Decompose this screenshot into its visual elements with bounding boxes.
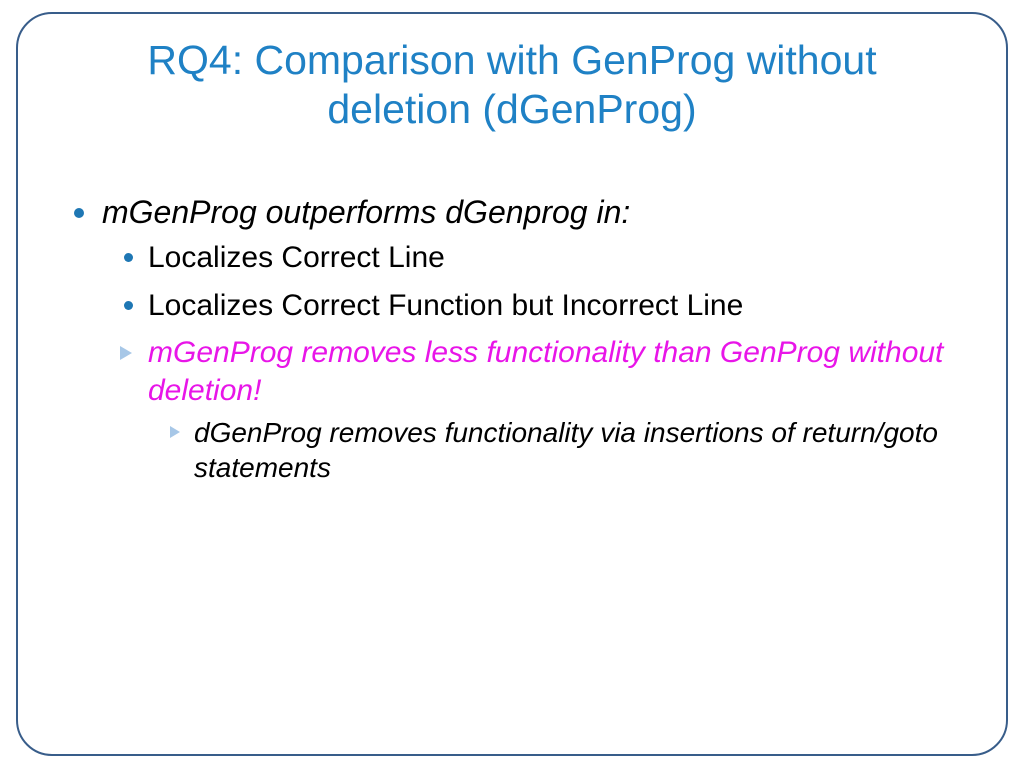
lvl1-item: mGenProg outperforms dGenprog in: Locali…: [68, 194, 966, 485]
lvl2-item: Localizes Correct Line: [120, 239, 966, 277]
lvl3-text: dGenProg removes functionality via inser…: [194, 417, 938, 483]
bullet-list-lvl1: mGenProg outperforms dGenprog in: Locali…: [68, 194, 966, 485]
lvl2-text: Localizes Correct Line: [148, 241, 445, 274]
bullet-list-lvl2: Localizes Correct Line Localizes Correct…: [120, 239, 966, 485]
bullet-list-lvl3: dGenProg removes functionality via inser…: [170, 415, 966, 485]
lvl2-item: Localizes Correct Function but Incorrect…: [120, 287, 966, 325]
lvl2-item-highlight: mGenProg removes less functionality than…: [120, 334, 966, 485]
lvl2-text: Localizes Correct Function but Incorrect…: [148, 289, 743, 322]
lvl2-text-highlight: mGenProg removes less functionality than…: [148, 336, 943, 407]
lvl3-item: dGenProg removes functionality via inser…: [170, 415, 966, 485]
slide-title: RQ4: Comparison with GenProg without del…: [102, 36, 922, 134]
lvl1-text: mGenProg outperforms dGenprog in:: [102, 194, 630, 230]
slide-frame: RQ4: Comparison with GenProg without del…: [16, 12, 1008, 756]
